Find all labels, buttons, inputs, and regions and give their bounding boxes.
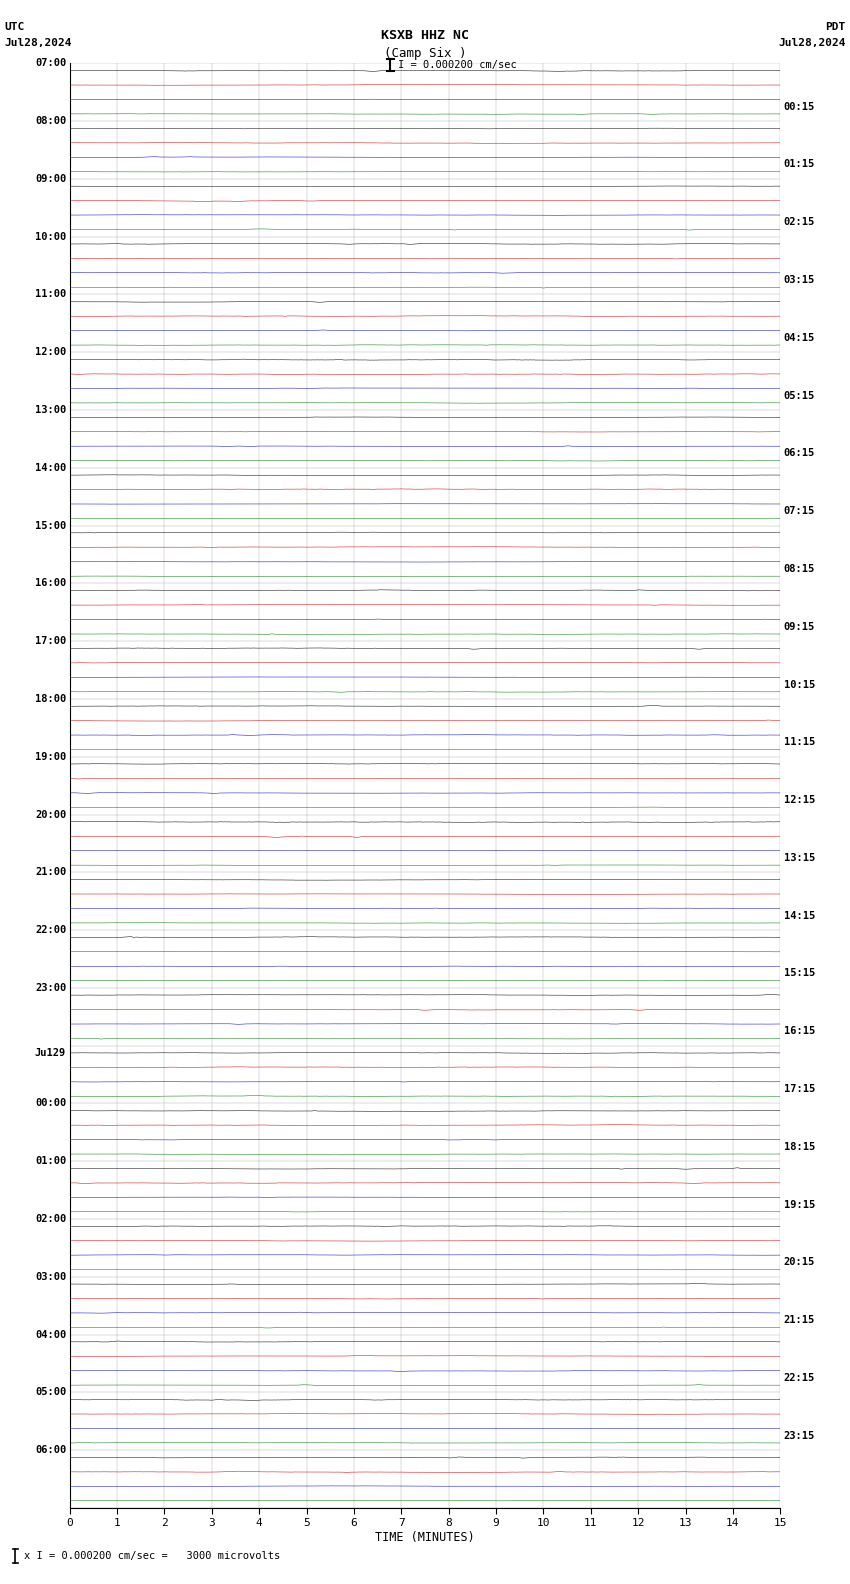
Text: 03:00: 03:00 (35, 1272, 66, 1281)
Text: 00:15: 00:15 (784, 101, 815, 112)
Text: 10:15: 10:15 (784, 680, 815, 689)
Text: 23:00: 23:00 (35, 984, 66, 993)
Text: 09:00: 09:00 (35, 174, 66, 184)
X-axis label: TIME (MINUTES): TIME (MINUTES) (375, 1532, 475, 1544)
Text: 16:00: 16:00 (35, 578, 66, 588)
Text: 06:00: 06:00 (35, 1445, 66, 1456)
Text: 20:00: 20:00 (35, 809, 66, 819)
Text: 22:00: 22:00 (35, 925, 66, 935)
Text: 18:15: 18:15 (784, 1142, 815, 1152)
Text: 11:00: 11:00 (35, 290, 66, 299)
Text: 13:00: 13:00 (35, 406, 66, 415)
Text: 08:15: 08:15 (784, 564, 815, 573)
Text: (Camp Six ): (Camp Six ) (383, 46, 467, 60)
Text: KSXB HHZ NC: KSXB HHZ NC (381, 29, 469, 43)
Text: 15:00: 15:00 (35, 521, 66, 531)
Text: 23:15: 23:15 (784, 1430, 815, 1441)
Text: 19:00: 19:00 (35, 752, 66, 762)
Text: x I = 0.000200 cm/sec =   3000 microvolts: x I = 0.000200 cm/sec = 3000 microvolts (24, 1551, 280, 1562)
Text: 01:15: 01:15 (784, 160, 815, 169)
Text: 04:15: 04:15 (784, 333, 815, 342)
Text: 12:15: 12:15 (784, 795, 815, 805)
Text: 02:15: 02:15 (784, 217, 815, 227)
Text: 14:15: 14:15 (784, 911, 815, 920)
Text: 21:00: 21:00 (35, 868, 66, 878)
Text: 21:15: 21:15 (784, 1315, 815, 1326)
Text: 22:15: 22:15 (784, 1373, 815, 1383)
Text: 09:15: 09:15 (784, 623, 815, 632)
Text: 05:15: 05:15 (784, 391, 815, 401)
Text: 13:15: 13:15 (784, 852, 815, 863)
Text: 17:00: 17:00 (35, 637, 66, 646)
Text: 14:00: 14:00 (35, 463, 66, 474)
Text: PDT: PDT (825, 22, 846, 32)
Text: 03:15: 03:15 (784, 276, 815, 285)
Text: 20:15: 20:15 (784, 1258, 815, 1267)
Text: 07:15: 07:15 (784, 507, 815, 516)
Text: 06:15: 06:15 (784, 448, 815, 458)
Text: Ju129: Ju129 (35, 1049, 66, 1058)
Text: 04:00: 04:00 (35, 1329, 66, 1340)
Text: 02:00: 02:00 (35, 1213, 66, 1224)
Text: 01:00: 01:00 (35, 1156, 66, 1166)
Text: 16:15: 16:15 (784, 1026, 815, 1036)
Text: 12:00: 12:00 (35, 347, 66, 358)
Text: 00:00: 00:00 (35, 1098, 66, 1109)
Text: 07:00: 07:00 (35, 59, 66, 68)
Text: UTC: UTC (4, 22, 25, 32)
Text: 17:15: 17:15 (784, 1083, 815, 1095)
Text: Jul28,2024: Jul28,2024 (4, 38, 71, 48)
Text: Jul28,2024: Jul28,2024 (779, 38, 846, 48)
Text: 10:00: 10:00 (35, 231, 66, 242)
Text: 18:00: 18:00 (35, 694, 66, 703)
Text: 08:00: 08:00 (35, 116, 66, 127)
Text: 19:15: 19:15 (784, 1199, 815, 1210)
Text: 15:15: 15:15 (784, 968, 815, 979)
Text: 11:15: 11:15 (784, 737, 815, 748)
Text: 05:00: 05:00 (35, 1388, 66, 1397)
Text: I = 0.000200 cm/sec: I = 0.000200 cm/sec (398, 60, 517, 70)
